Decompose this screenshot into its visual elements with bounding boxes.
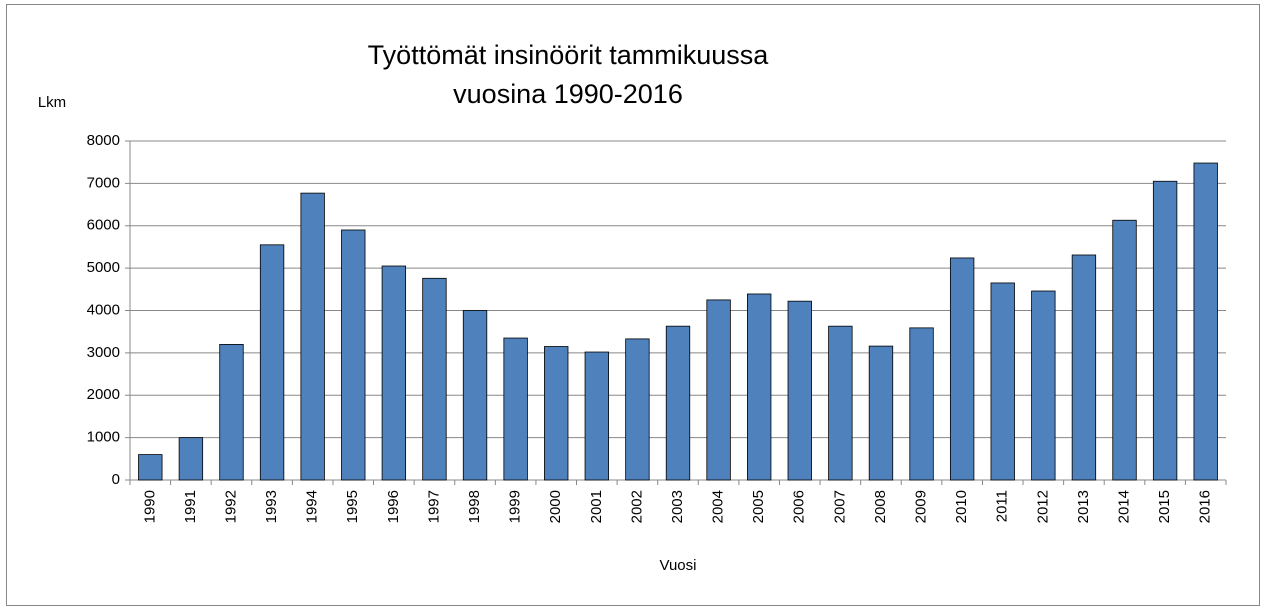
x-tick-label: 1994 [304, 490, 321, 523]
x-tick-label: 2012 [1034, 490, 1051, 523]
x-tick-label: 2009 [913, 490, 930, 523]
bar [828, 325, 853, 481]
y-tick-label: 5000 [87, 259, 120, 276]
bar [341, 229, 366, 481]
bar [462, 310, 488, 481]
bar [300, 192, 325, 481]
x-tick-label: 2007 [831, 490, 848, 523]
x-tick-label: 2008 [872, 490, 889, 523]
bar [544, 346, 569, 481]
x-tick-label: 2014 [1115, 490, 1132, 523]
bar [422, 277, 447, 481]
y-tick-label: 2000 [87, 386, 120, 403]
chart-title: vuosina 1990-2016 [453, 79, 683, 109]
x-tick-label: 2006 [791, 490, 808, 523]
bar [1193, 162, 1218, 481]
x-tick-label: 1991 [182, 490, 199, 523]
y-axis-label: Lkm [38, 94, 66, 111]
bar [1112, 219, 1137, 481]
bar [259, 244, 285, 481]
bar [949, 257, 975, 481]
bar [1031, 290, 1056, 481]
bar [1071, 254, 1097, 481]
x-tick-label: 2004 [710, 490, 727, 523]
x-tick-label: 1992 [222, 490, 239, 523]
bar [138, 454, 163, 481]
y-tick-label: 8000 [87, 132, 120, 149]
y-tick-label: 6000 [87, 217, 120, 234]
bar [1152, 180, 1178, 481]
bar [219, 343, 244, 481]
x-tick-label: 1996 [385, 490, 402, 523]
x-tick-label: 1993 [263, 490, 280, 523]
y-tick-label: 3000 [87, 344, 120, 361]
y-tick-label: 0 [112, 471, 120, 488]
bar [584, 351, 609, 481]
bar [178, 437, 204, 481]
bar [381, 265, 407, 481]
x-tick-label: 2016 [1197, 490, 1214, 523]
bar [747, 293, 772, 481]
bar [625, 338, 650, 481]
y-tick-label: 1000 [87, 429, 120, 446]
x-tick-label: 1997 [425, 490, 442, 523]
x-tick-label: 1998 [466, 490, 483, 523]
bar [787, 300, 812, 481]
x-tick-label: 2005 [750, 490, 767, 523]
y-tick-label: 7000 [87, 174, 120, 191]
bar [665, 325, 691, 481]
bar [868, 345, 894, 481]
bar [909, 327, 934, 481]
x-tick-label: 2010 [953, 490, 970, 523]
x-tick-label: 1990 [141, 490, 158, 523]
x-axis-label: Vuosi [660, 557, 697, 574]
x-tick-label: 2003 [669, 490, 686, 523]
x-tick-label: 2011 [994, 490, 1011, 522]
x-tick-label: 2002 [628, 490, 645, 523]
x-tick-label: 2015 [1156, 490, 1173, 523]
bar [503, 337, 528, 481]
chart-title: Työttömät insinöörit tammikuussa [368, 40, 770, 70]
y-tick-label: 4000 [87, 301, 120, 318]
bar [706, 299, 731, 481]
bar [990, 282, 1015, 481]
x-tick-label: 2000 [547, 490, 564, 523]
x-tick-label: 2013 [1075, 490, 1092, 523]
x-tick-label: 1999 [507, 490, 524, 523]
x-tick-label: 1995 [344, 490, 361, 523]
x-tick-label: 2001 [588, 490, 605, 523]
